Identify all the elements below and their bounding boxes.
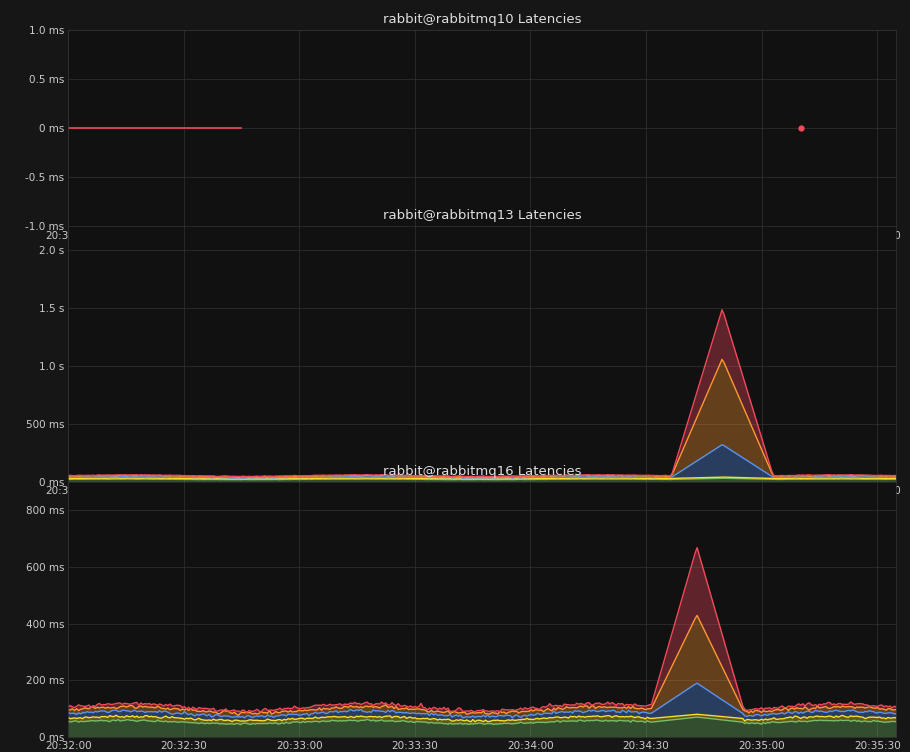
Title: rabbit@rabbitmq16 Latencies: rabbit@rabbitmq16 Latencies bbox=[383, 465, 581, 478]
Title: rabbit@rabbitmq13 Latencies: rabbit@rabbitmq13 Latencies bbox=[383, 210, 581, 223]
Title: rabbit@rabbitmq10 Latencies: rabbit@rabbitmq10 Latencies bbox=[383, 13, 581, 26]
Legend: Latency (ms) 50th, Latency (ms) 75th, Latency (ms) 95th, Latency (ms) 99th, Late: Latency (ms) 50th, Latency (ms) 75th, La… bbox=[74, 267, 721, 277]
Legend: Latency (ms) 50th, Latency (ms) 75th, Latency (ms) 95th, Latency (ms) 99th, Late: Latency (ms) 50th, Latency (ms) 75th, La… bbox=[74, 517, 721, 528]
